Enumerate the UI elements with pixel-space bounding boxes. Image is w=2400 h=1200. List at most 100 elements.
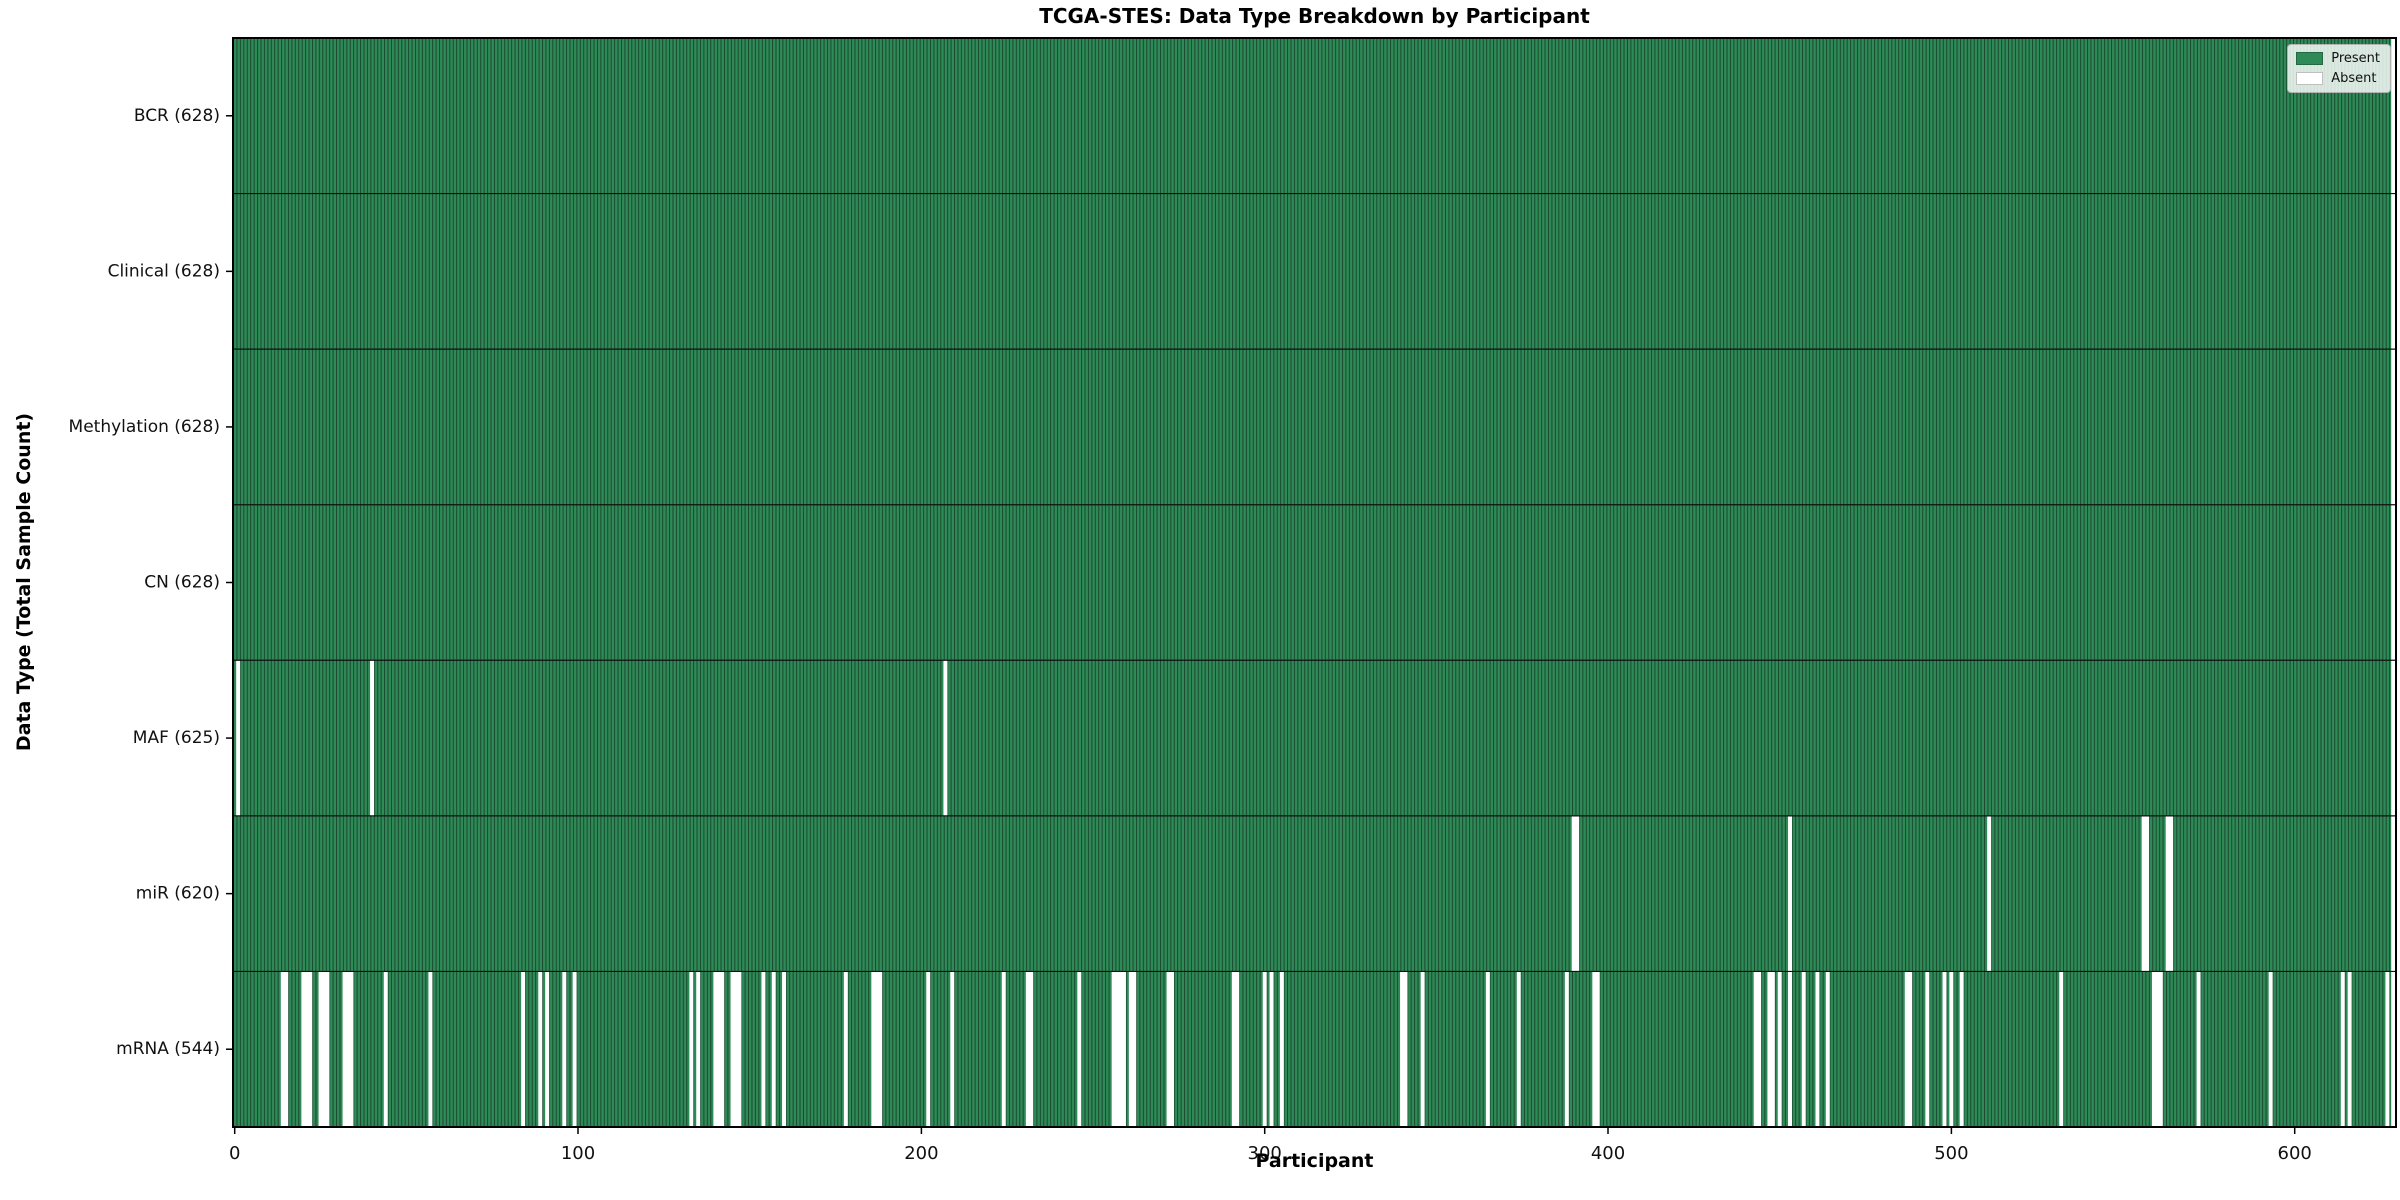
x-tick-label-400: 400 bbox=[1591, 1143, 1625, 1164]
absent-gap-mRNA-374 bbox=[1516, 971, 1521, 1127]
legend-item-absent: Absent bbox=[2296, 71, 2380, 86]
absent-gap-miR-564 bbox=[2169, 815, 2174, 972]
y-tick-label-Methylation: Methylation (628) bbox=[69, 417, 220, 437]
absent-gap-mRNA-559 bbox=[2151, 971, 2156, 1127]
absent-gap-mRNA-493 bbox=[1925, 971, 1930, 1127]
absent-gap-mRNA-26 bbox=[321, 971, 326, 1127]
absent-gap-mRNA-498 bbox=[1942, 971, 1947, 1127]
absent-gap-mRNA-96 bbox=[562, 971, 567, 1127]
absent-gap-miR-557 bbox=[2145, 815, 2150, 972]
absent-gap-miR-563 bbox=[2165, 815, 2170, 972]
absent-gap-mRNA-15 bbox=[284, 971, 289, 1127]
row-stripes-mRNA bbox=[233, 971, 2392, 1127]
legend-label-present: Present bbox=[2331, 51, 2380, 66]
absent-gap-mRNA-141 bbox=[716, 971, 721, 1127]
absent-gap-mRNA-447 bbox=[1767, 971, 1772, 1127]
absent-gap-miR-453 bbox=[1788, 815, 1793, 972]
absent-gap-mRNA-133 bbox=[689, 971, 694, 1127]
row-stripes-BCR bbox=[233, 38, 2392, 194]
absent-gap-mRNA-346 bbox=[1420, 971, 1425, 1127]
absent-gap-mRNA-25 bbox=[318, 971, 323, 1127]
absent-gap-mRNA-305 bbox=[1279, 971, 1284, 1127]
absent-gap-mRNA-448 bbox=[1770, 971, 1775, 1127]
y-tick-label-CN: CN (628) bbox=[144, 573, 220, 593]
absent-gap-mRNA-188 bbox=[878, 971, 883, 1127]
absent-gap-mRNA-160 bbox=[782, 971, 787, 1127]
absent-gap-mRNA-84 bbox=[521, 971, 526, 1127]
absent-gap-mRNA-89 bbox=[538, 971, 543, 1127]
chart-title: TCGA-STES: Data Type Breakdown by Partic… bbox=[1039, 4, 1590, 28]
absent-gap-mRNA-396 bbox=[1592, 971, 1597, 1127]
absent-gap-mRNA-561 bbox=[2158, 971, 2163, 1127]
legend-swatch-present bbox=[2296, 52, 2324, 65]
legend: Present Absent bbox=[2287, 44, 2391, 93]
absent-gap-mRNA-291 bbox=[1231, 971, 1236, 1127]
absent-gap-mRNA-145 bbox=[730, 971, 735, 1127]
absent-gap-mRNA-461 bbox=[1815, 971, 1820, 1127]
absent-gap-mRNA-593 bbox=[2268, 971, 2273, 1127]
plot-border bbox=[232, 37, 2397, 1128]
y-tick-label-Clinical: Clinical (628) bbox=[108, 261, 220, 281]
absent-gap-mRNA-457 bbox=[1801, 971, 1806, 1127]
x-tick-label-200: 200 bbox=[904, 1143, 938, 1164]
absent-gap-MAF-40 bbox=[370, 660, 375, 816]
absent-gap-mRNA-302 bbox=[1269, 971, 1274, 1127]
absent-gap-miR-391 bbox=[1575, 815, 1580, 972]
absent-gap-mRNA-300 bbox=[1262, 971, 1267, 1127]
absent-gap-mRNA-27 bbox=[325, 971, 330, 1127]
absent-gap-mRNA-450 bbox=[1777, 971, 1782, 1127]
absent-gap-mRNA-232 bbox=[1029, 971, 1034, 1127]
absent-gap-mRNA-503 bbox=[1959, 971, 1964, 1127]
absent-gap-mRNA-246 bbox=[1077, 971, 1082, 1127]
absent-gap-mRNA-33 bbox=[346, 971, 351, 1127]
absent-gap-mRNA-202 bbox=[926, 971, 931, 1127]
absent-gap-mRNA-224 bbox=[1001, 971, 1006, 1127]
absent-gap-mRNA-140 bbox=[713, 971, 718, 1127]
absent-gap-mRNA-57 bbox=[428, 971, 433, 1127]
y-axis-label: Data Type (Total Sample Count) bbox=[13, 412, 35, 752]
absent-gap-mRNA-157 bbox=[771, 971, 776, 1127]
absent-gap-mRNA-614 bbox=[2340, 971, 2345, 1127]
absent-gap-mRNA-388 bbox=[1564, 971, 1569, 1127]
row-stripes-CN bbox=[233, 504, 2392, 661]
absent-gap-mRNA-154 bbox=[761, 971, 766, 1127]
absent-gap-mRNA-14 bbox=[280, 971, 285, 1127]
absent-gap-mRNA-292 bbox=[1235, 971, 1240, 1127]
absent-gap-mRNA-341 bbox=[1403, 971, 1408, 1127]
legend-label-absent: Absent bbox=[2331, 71, 2377, 86]
absent-gap-mRNA-34 bbox=[349, 971, 354, 1127]
absent-gap-miR-556 bbox=[2141, 815, 2146, 972]
y-tick-label-miR: miR (620) bbox=[136, 884, 220, 904]
absent-gap-mRNA-178 bbox=[843, 971, 848, 1127]
absent-gap-mRNA-453 bbox=[1788, 971, 1793, 1127]
absent-gap-mRNA-262 bbox=[1132, 971, 1137, 1127]
row-stripes-MAF bbox=[233, 660, 2392, 816]
absent-gap-mRNA-397 bbox=[1595, 971, 1600, 1127]
absent-gap-mRNA-500 bbox=[1949, 971, 1954, 1127]
absent-gap-mRNA-256 bbox=[1111, 971, 1116, 1127]
x-tick-label-100: 100 bbox=[561, 1143, 595, 1164]
absent-gap-mRNA-627 bbox=[2385, 971, 2390, 1127]
absent-gap-mRNA-44 bbox=[383, 971, 388, 1127]
absent-gap-mRNA-272 bbox=[1166, 971, 1171, 1127]
x-axis-label: Participant bbox=[1255, 1150, 1374, 1172]
absent-gap-mRNA-142 bbox=[720, 971, 725, 1127]
absent-gap-mRNA-146 bbox=[733, 971, 738, 1127]
absent-gap-MAF-207 bbox=[943, 660, 948, 816]
x-tick-label-500: 500 bbox=[1934, 1143, 1968, 1164]
absent-gap-mRNA-488 bbox=[1908, 971, 1913, 1127]
y-tick-label-mRNA: mRNA (544) bbox=[116, 1039, 220, 1059]
absent-gap-mRNA-258 bbox=[1118, 971, 1123, 1127]
absent-gap-MAF-1 bbox=[236, 660, 241, 816]
absent-gap-mRNA-99 bbox=[572, 971, 577, 1127]
absent-gap-mRNA-572 bbox=[2196, 971, 2201, 1127]
absent-gap-mRNA-443 bbox=[1753, 971, 1758, 1127]
absent-gap-mRNA-259 bbox=[1121, 971, 1126, 1127]
absent-gap-mRNA-231 bbox=[1025, 971, 1030, 1127]
absent-gap-mRNA-91 bbox=[545, 971, 550, 1127]
absent-gap-mRNA-22 bbox=[308, 971, 313, 1127]
absent-gap-mRNA-32 bbox=[342, 971, 347, 1127]
row-stripes-Methylation bbox=[233, 349, 2392, 505]
absent-gap-mRNA-444 bbox=[1757, 971, 1762, 1127]
